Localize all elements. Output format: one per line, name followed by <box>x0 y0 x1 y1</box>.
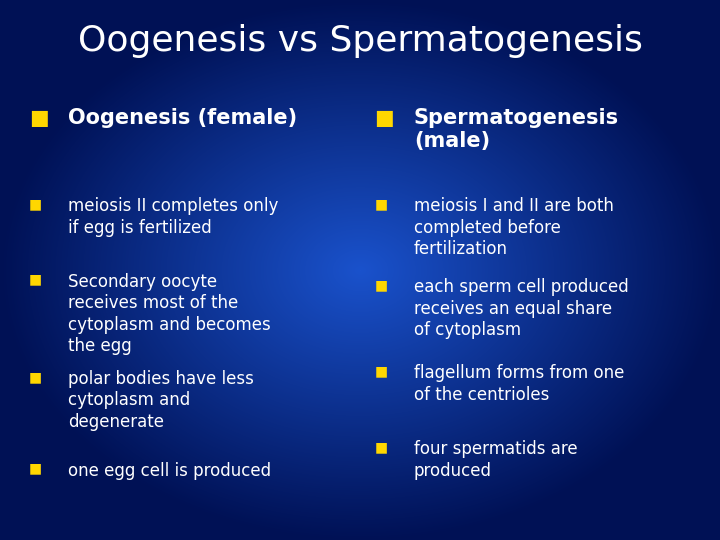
Text: Secondary oocyte
receives most of the
cytoplasm and becomes
the egg: Secondary oocyte receives most of the cy… <box>68 273 271 355</box>
Text: ■: ■ <box>374 364 387 379</box>
Text: Oogenesis vs Spermatogenesis: Oogenesis vs Spermatogenesis <box>78 24 642 58</box>
Text: one egg cell is produced: one egg cell is produced <box>68 462 271 480</box>
Text: meiosis I and II are both
completed before
fertilization: meiosis I and II are both completed befo… <box>414 197 614 258</box>
Text: ■: ■ <box>374 108 394 128</box>
Text: ■: ■ <box>29 197 42 211</box>
Text: ■: ■ <box>374 440 387 454</box>
Text: Oogenesis (female): Oogenesis (female) <box>68 108 297 128</box>
Text: Spermatogenesis
(male): Spermatogenesis (male) <box>414 108 619 151</box>
Text: polar bodies have less
cytoplasm and
degenerate: polar bodies have less cytoplasm and deg… <box>68 370 254 431</box>
Text: ■: ■ <box>29 370 42 384</box>
Text: ■: ■ <box>29 108 48 128</box>
Text: ■: ■ <box>374 278 387 292</box>
Text: flagellum forms from one
of the centrioles: flagellum forms from one of the centriol… <box>414 364 624 404</box>
Text: ■: ■ <box>374 197 387 211</box>
Text: ■: ■ <box>29 462 42 476</box>
Text: four spermatids are
produced: four spermatids are produced <box>414 440 577 480</box>
Text: meiosis II completes only
if egg is fertilized: meiosis II completes only if egg is fert… <box>68 197 279 237</box>
Text: ■: ■ <box>29 273 42 287</box>
Text: each sperm cell produced
receives an equal share
of cytoplasm: each sperm cell produced receives an equ… <box>414 278 629 339</box>
